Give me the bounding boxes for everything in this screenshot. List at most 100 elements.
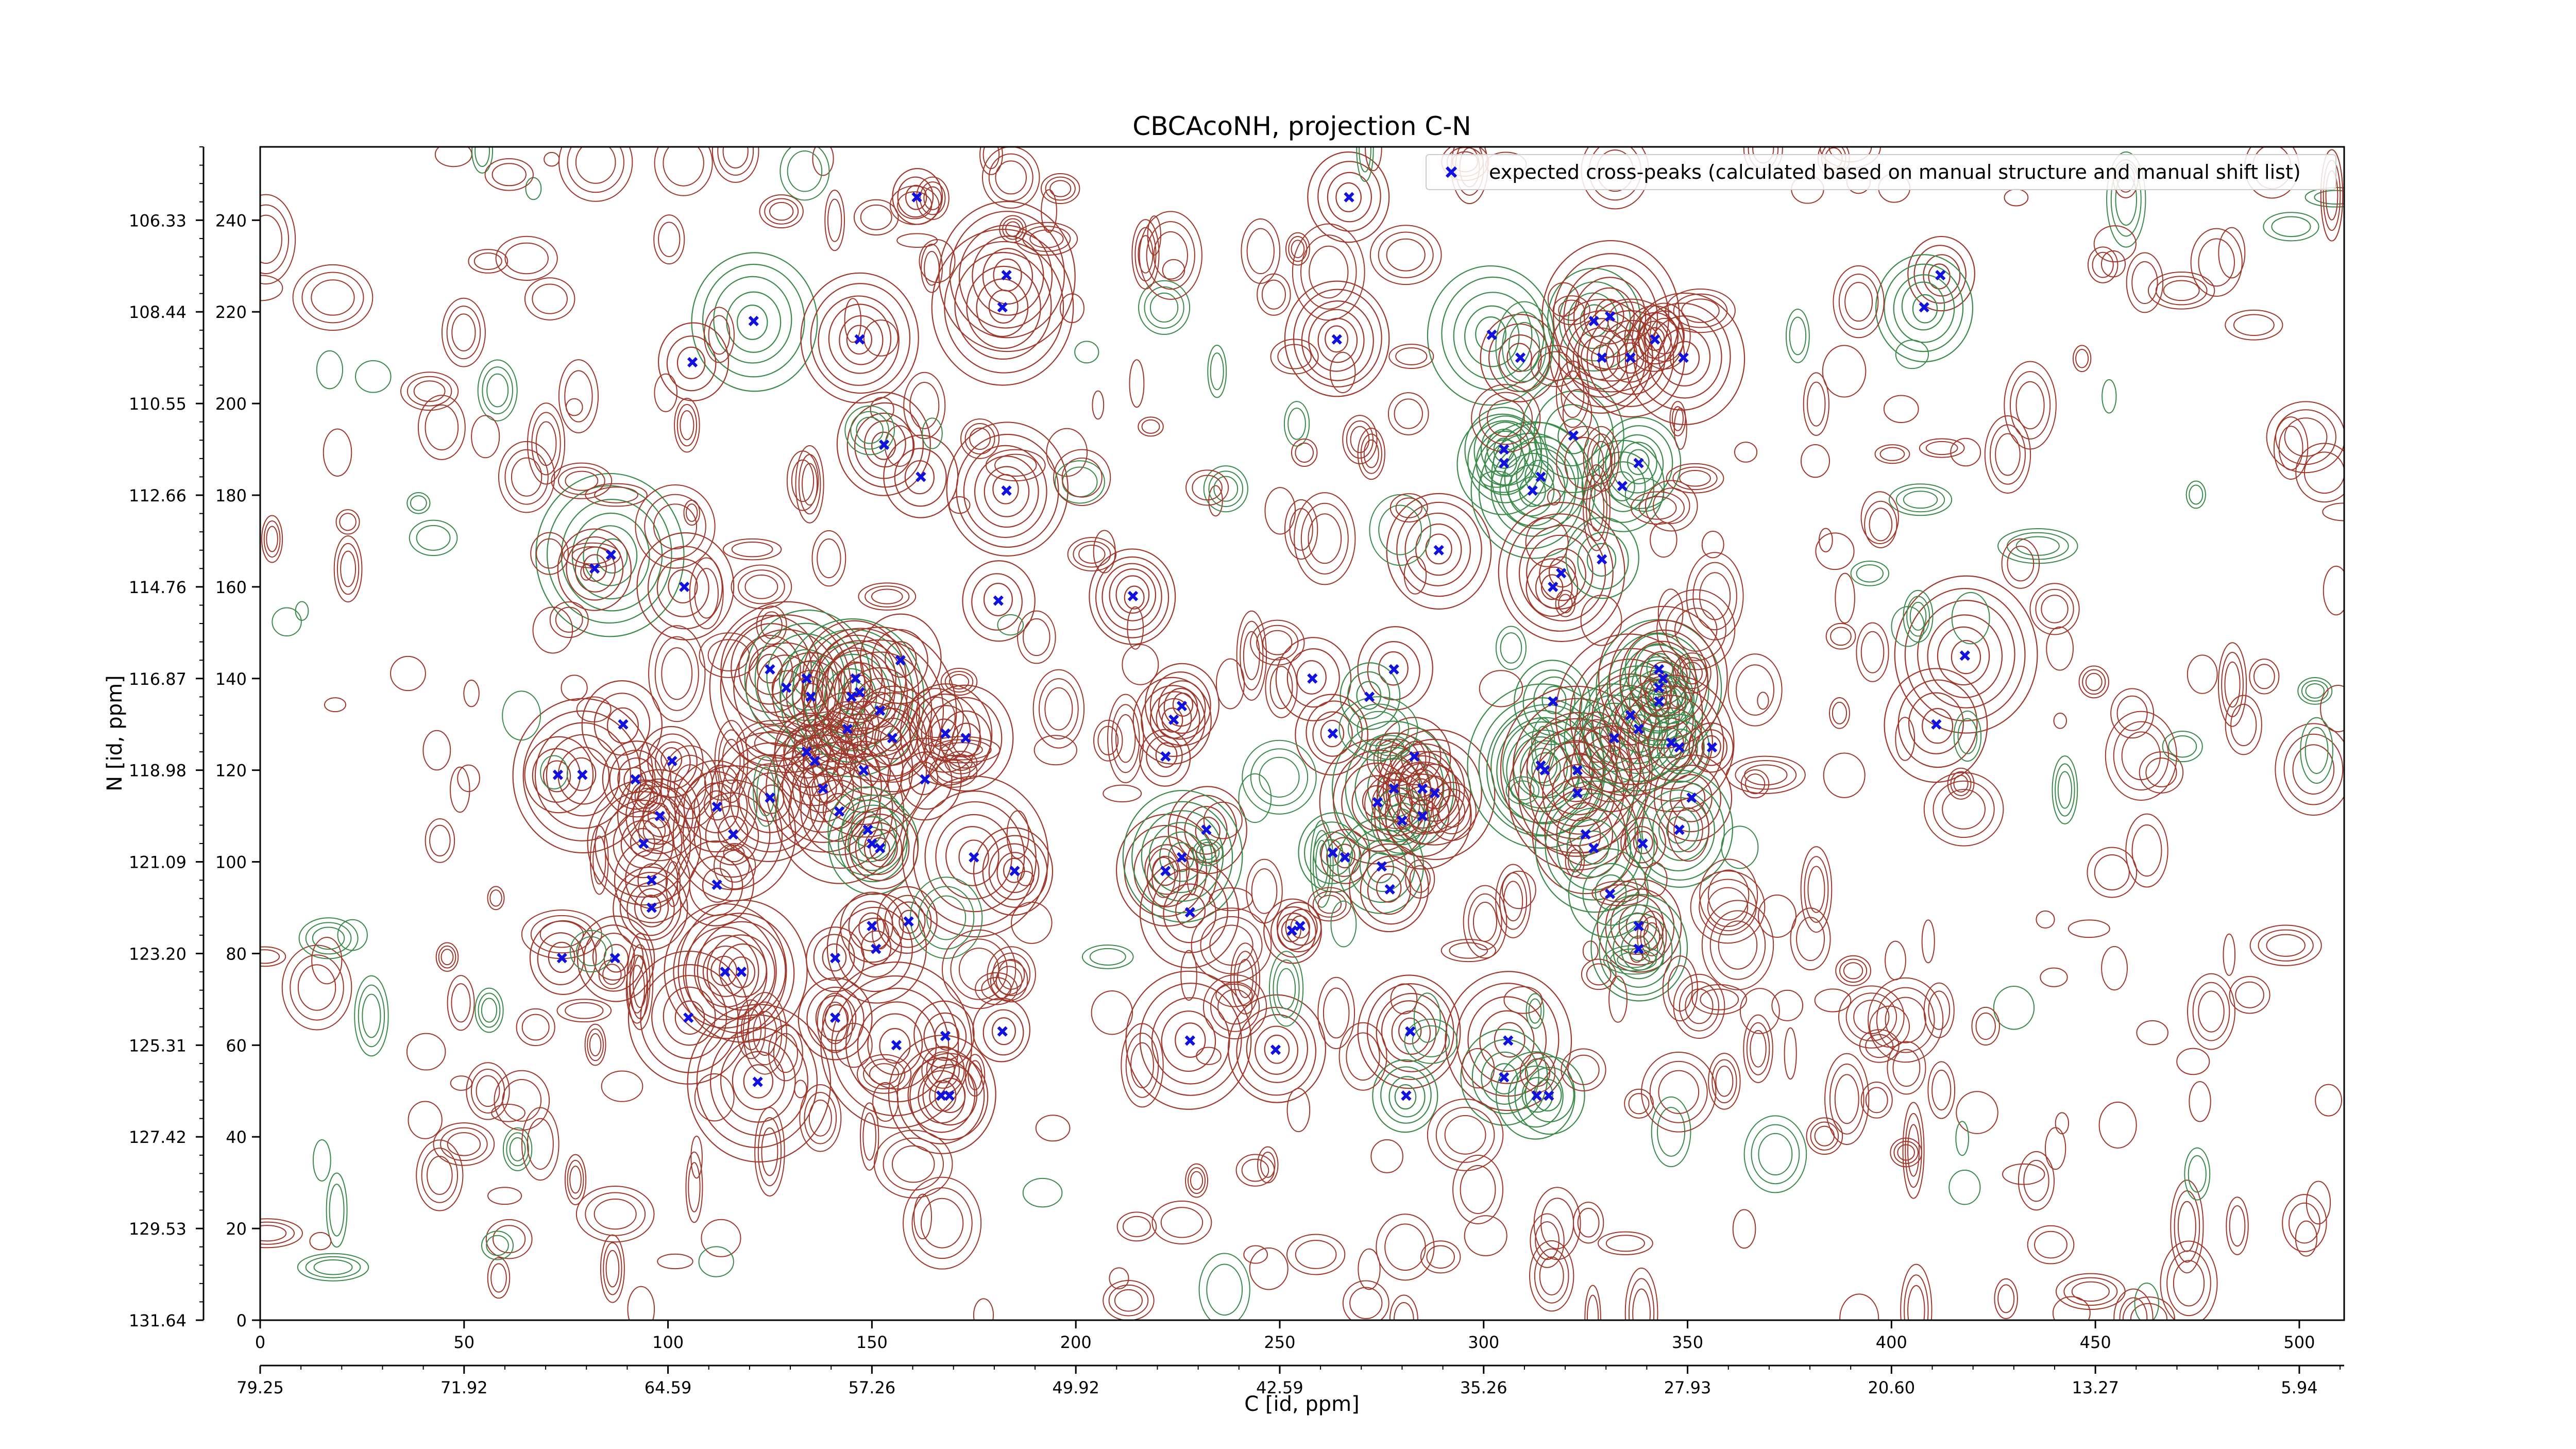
- noise-contour: [1420, 1240, 1461, 1274]
- cross-peak-marker: [605, 549, 616, 560]
- noise-contour: [1505, 776, 1540, 805]
- noise-contour: [1390, 983, 1418, 1015]
- noise-contour: [2119, 1297, 2148, 1320]
- noise-contour: [920, 1198, 964, 1249]
- noise-contour: [1375, 738, 1404, 756]
- peak-contour: [1539, 548, 1586, 601]
- noise-contour: [1078, 545, 1106, 564]
- noise-contour: [635, 484, 716, 569]
- noise-contour: [527, 1118, 554, 1170]
- peak-contour: [1521, 1077, 1553, 1113]
- noise-contour: [1464, 1215, 1507, 1256]
- noise-contour: [558, 359, 599, 433]
- noise-contour: [1605, 1235, 1645, 1252]
- peak-contour: [879, 726, 902, 751]
- x-tick-label-ppm: 35.26: [1460, 1378, 1507, 1397]
- noise-contour: [487, 886, 505, 911]
- cross-peak-marker: [687, 357, 698, 368]
- noise-contour: [2001, 538, 2040, 589]
- cross-peak-marker: [1372, 797, 1383, 808]
- noise-contour: [451, 313, 476, 351]
- noise-contour: [1740, 769, 1770, 799]
- noise-contour: [896, 233, 938, 248]
- noise-contour: [661, 647, 693, 700]
- peak-contour: [836, 906, 913, 992]
- peak-contour: [583, 525, 638, 586]
- noise-contour: [326, 1172, 348, 1248]
- peak-contour: [1089, 548, 1176, 645]
- peak-contour: [1139, 983, 1242, 1096]
- peak-contour: [1124, 585, 1145, 610]
- noise-contour: [2092, 251, 2114, 278]
- cross-peak-marker: [1919, 302, 1929, 313]
- noise-contour: [2225, 309, 2283, 341]
- noise-contour: [1342, 415, 1378, 464]
- noise-contour: [601, 1070, 643, 1102]
- cross-peak-marker: [711, 879, 722, 890]
- cross-peak-marker: [1674, 824, 1685, 835]
- noise-contour: [487, 1187, 522, 1205]
- noise-contour: [2098, 1101, 2137, 1149]
- noise-contour: [1495, 626, 1527, 670]
- peak-contour: [907, 1057, 976, 1133]
- peak-contour: [1507, 1065, 1564, 1128]
- cross-peak-marker: [854, 687, 865, 698]
- peak-contour: [1132, 677, 1212, 765]
- noise-contour: [1669, 686, 1687, 708]
- noise-contour: [1681, 298, 1720, 323]
- peak-contour: [1386, 493, 1492, 610]
- noise-contour: [2229, 976, 2270, 1014]
- peak-contour: [1568, 848, 1649, 938]
- cross-peak-marker: [854, 334, 865, 345]
- noise-contour: [1295, 1240, 1337, 1269]
- noise-contour: [2283, 733, 2344, 805]
- noise-contour: [1486, 399, 1525, 437]
- noise-contour: [1369, 494, 1431, 566]
- noise-contour: [903, 1176, 982, 1270]
- noise-contour: [2315, 1084, 2342, 1117]
- cross-peak-marker: [1397, 815, 1408, 826]
- noise-contour: [1203, 465, 1248, 513]
- peak-contour: [1301, 300, 1374, 381]
- noise-contour: [2177, 1201, 2196, 1252]
- noise-contour: [1041, 189, 1057, 233]
- noise-contour: [2306, 1181, 2331, 1225]
- noise-contour: [2289, 1202, 2320, 1244]
- noise-contour: [260, 1221, 295, 1245]
- noise-contour: [1903, 491, 1938, 509]
- peak-contour: [663, 986, 716, 1046]
- noise-contour: [263, 520, 281, 558]
- peak-contour: [1139, 858, 1240, 969]
- peak-contour: [1320, 829, 1370, 884]
- noise-contour: [2173, 1260, 2205, 1307]
- cross-peak-marker: [801, 673, 812, 684]
- peak-contour: [803, 642, 903, 751]
- noise-contour: [1743, 1115, 1807, 1193]
- peak-contour: [971, 573, 1023, 631]
- cross-peak-marker: [1499, 458, 1510, 468]
- legend-label: expected cross-peaks (calculated based o…: [1489, 161, 2301, 183]
- noise-contour: [863, 1058, 906, 1090]
- cross-peak-marker: [1604, 888, 1616, 899]
- noise-contour: [589, 1033, 602, 1056]
- noise-contour: [1033, 735, 1077, 766]
- noise-contour: [2323, 565, 2344, 616]
- noise-contour: [1236, 610, 1267, 701]
- noise-contour: [1989, 424, 2026, 485]
- noise-contour: [1358, 1248, 1381, 1290]
- noise-contour: [1046, 428, 1088, 477]
- noise-contour: [1386, 238, 1426, 272]
- noise-contour: [1121, 1023, 1164, 1108]
- peak-contour: [1598, 605, 1728, 749]
- peak-contour: [1156, 698, 1192, 739]
- noise-contour: [1736, 664, 1775, 716]
- noise-contour: [1130, 1042, 1154, 1088]
- noise-contour: [920, 181, 946, 215]
- noise-contour: [1868, 977, 1944, 1063]
- noise-contour: [1138, 235, 1154, 274]
- y-tick-label-ppm: 131.64: [129, 1311, 187, 1330]
- noise-contour: [626, 933, 654, 1031]
- noise-contour: [2223, 933, 2236, 976]
- noise-contour: [1349, 1287, 1383, 1319]
- noise-contour: [337, 919, 368, 951]
